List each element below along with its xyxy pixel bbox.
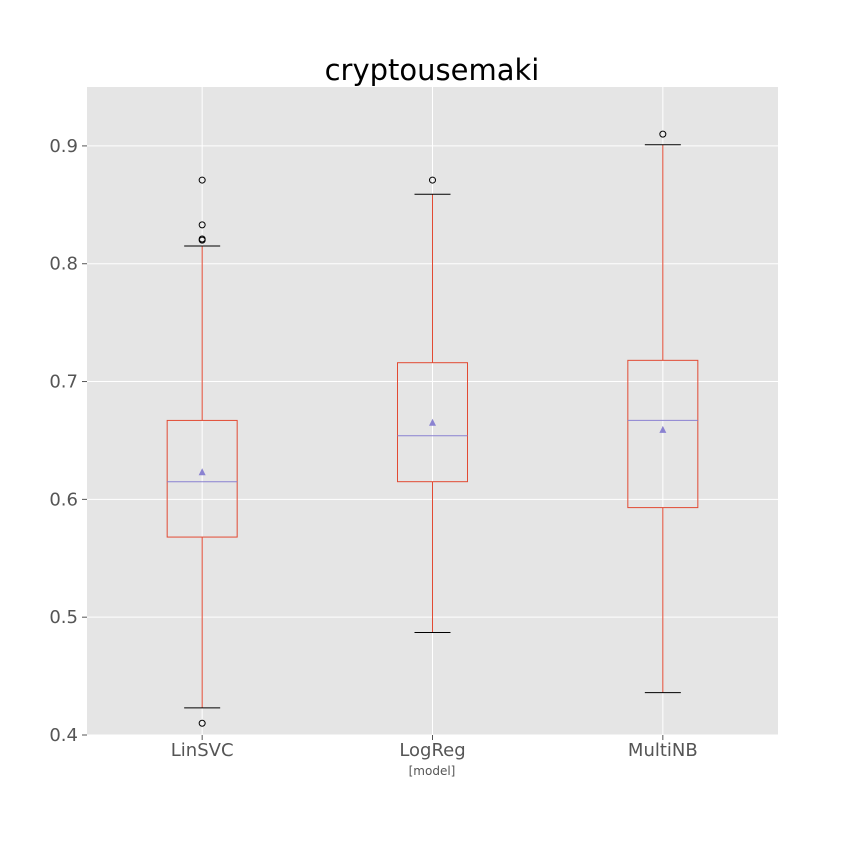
mean-marker bbox=[198, 468, 206, 476]
x-tick-label: LinSVC bbox=[171, 740, 234, 761]
y-axis: 0.4 0.5 0.6 0.7 0.8 0.9 bbox=[49, 136, 87, 746]
x-axis: LinSVC LogReg MultiNB bbox=[171, 735, 698, 761]
iqr-box bbox=[627, 359, 699, 509]
box-linsvc bbox=[166, 176, 238, 727]
y-tick-label: 0.6 bbox=[49, 489, 78, 510]
y-tick-label: 0.7 bbox=[49, 372, 78, 393]
box-multinb bbox=[627, 130, 699, 694]
y-tick-label: 0.4 bbox=[49, 725, 78, 746]
iqr-box bbox=[166, 419, 238, 538]
y-tick-label: 0.5 bbox=[49, 607, 78, 628]
chart-title: cryptousemaki bbox=[325, 53, 540, 87]
boxes bbox=[166, 130, 699, 727]
x-tick-label: LogReg bbox=[399, 740, 465, 761]
y-tick-label: 0.8 bbox=[49, 254, 78, 275]
mean-marker bbox=[659, 425, 667, 433]
mean-marker bbox=[429, 418, 436, 426]
outlier-point bbox=[198, 221, 206, 229]
outlier-point bbox=[198, 719, 206, 727]
outlier-point bbox=[659, 130, 667, 138]
outlier-point bbox=[198, 236, 206, 244]
box-logreg bbox=[397, 176, 468, 633]
outlier-point bbox=[429, 176, 436, 184]
x-axis-label: [model] bbox=[409, 764, 456, 778]
outlier-point bbox=[198, 176, 206, 184]
y-tick-label: 0.9 bbox=[49, 136, 78, 157]
iqr-box bbox=[397, 362, 468, 483]
x-tick-label: MultiNB bbox=[628, 740, 698, 761]
